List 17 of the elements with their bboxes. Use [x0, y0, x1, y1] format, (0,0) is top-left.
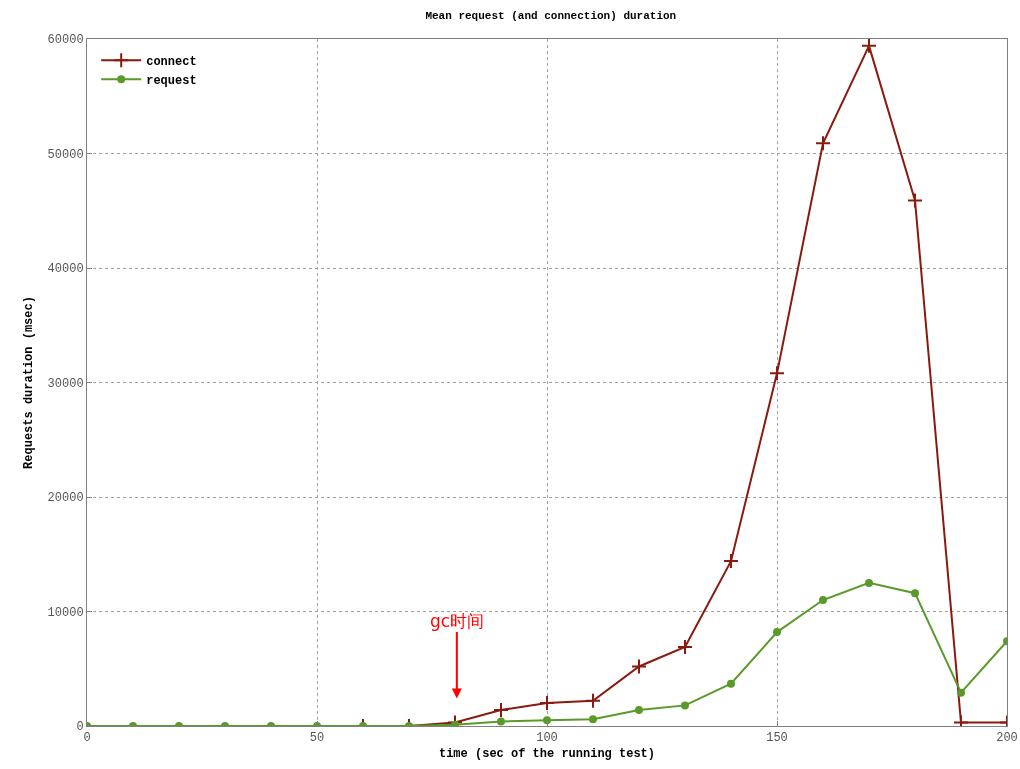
- x-tick-label: 150: [766, 731, 788, 746]
- y-tick-label: 50000: [47, 147, 84, 162]
- x-tick-label: 100: [536, 731, 558, 746]
- legend-label: connect: [146, 55, 197, 70]
- y-axis-title: Requests duration (msec): [21, 296, 36, 469]
- annotation: gc时间: [430, 611, 485, 631]
- y-tick-label: 0: [76, 720, 84, 735]
- y-tick-label: 20000: [47, 491, 84, 506]
- legend-label: request: [146, 74, 197, 89]
- y-tick-label: 40000: [47, 262, 84, 277]
- y-tick-label: 10000: [47, 605, 84, 620]
- x-tick-label: 50: [309, 731, 325, 746]
- y-tick-label: 30000: [47, 376, 84, 391]
- y-tick-label: 60000: [47, 33, 84, 48]
- chart-title: Mean request (and connection) duration: [425, 10, 677, 23]
- x-tick-label: 200: [996, 731, 1018, 746]
- x-axis-title: time (sec of the running test): [438, 747, 656, 762]
